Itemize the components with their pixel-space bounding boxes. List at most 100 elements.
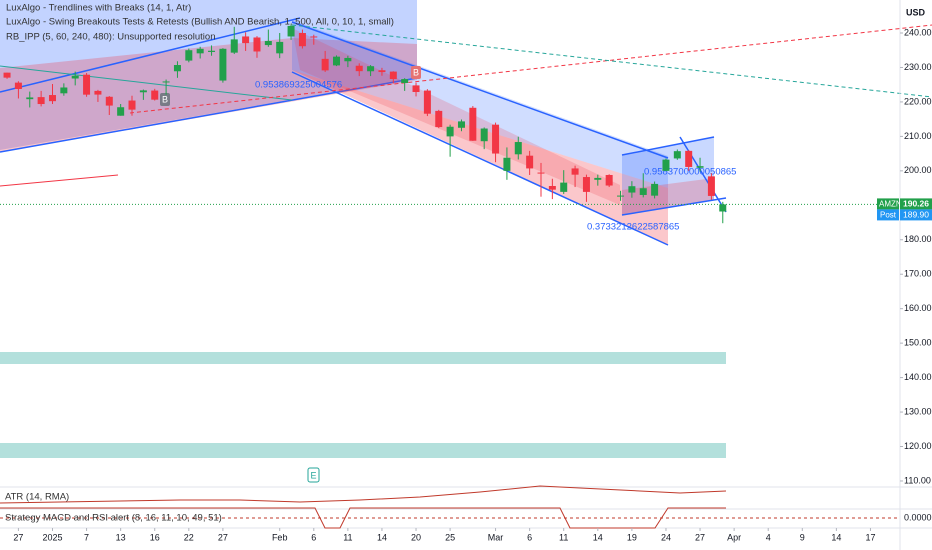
x-tick-label: 6 — [311, 532, 316, 542]
symbol-tag — [877, 198, 899, 210]
y-tick-label: 230.00 — [904, 62, 932, 72]
trendline — [621, 136, 715, 156]
candle-body — [367, 66, 375, 72]
candle-body — [26, 97, 34, 100]
legend-line: RB_IPP (5, 60, 240, 480): Unsupported re… — [6, 32, 215, 43]
x-tick-label: 17 — [865, 532, 875, 542]
post-label: Post — [880, 211, 897, 220]
candle-body — [571, 168, 579, 175]
candle-body — [651, 183, 659, 196]
post-price-tag — [900, 209, 932, 221]
candle-body — [435, 110, 443, 128]
candle-body — [162, 81, 170, 83]
y-tick-label: 170.00 — [904, 269, 932, 279]
x-tick-label: 4 — [766, 532, 771, 542]
candle-body — [696, 166, 704, 168]
x-tick-label: 9 — [800, 532, 805, 542]
candle-body — [355, 65, 363, 72]
candle-body — [457, 121, 465, 128]
candle-body — [537, 172, 545, 174]
trendline — [0, 65, 293, 101]
channel-zone — [622, 178, 714, 215]
symbol-label: AMZN — [879, 200, 902, 209]
marker: E — [310, 470, 316, 480]
candle-body — [333, 56, 341, 66]
x-tick-label: 7 — [84, 532, 89, 542]
candle-body — [503, 157, 511, 171]
y-tick-label: 200.00 — [904, 165, 932, 175]
candle-body — [117, 107, 125, 116]
currency: USD — [906, 7, 926, 17]
candle-body — [446, 126, 454, 137]
marker-box — [411, 66, 421, 79]
candle-body — [412, 85, 420, 93]
x-tick-label: 22 — [184, 532, 194, 542]
candle-body — [60, 87, 68, 94]
candle-body — [173, 65, 181, 72]
candle-body — [287, 25, 295, 37]
candle-body — [344, 57, 352, 62]
post-tag — [877, 209, 899, 221]
annotation: 0.3733212622587865 — [587, 222, 679, 233]
candle-body — [662, 159, 670, 171]
candle-body — [548, 186, 556, 190]
x-tick-label: 27 — [695, 532, 705, 542]
candle-body — [196, 48, 204, 54]
x-tick-label: Feb — [272, 532, 288, 542]
candle-body — [617, 195, 625, 197]
x-tick-label: Mar — [488, 532, 504, 542]
trendline — [0, 17, 301, 93]
candle-body — [582, 177, 590, 192]
marker-box — [160, 93, 170, 106]
trendline — [0, 174, 119, 187]
candle-body — [401, 79, 409, 83]
candle-body — [628, 186, 636, 193]
trendline — [0, 77, 418, 153]
strategy-line — [0, 507, 726, 529]
atr-line — [0, 485, 727, 504]
y-tick-label: 240.00 — [904, 27, 932, 37]
marker: B — [162, 94, 168, 104]
x-tick-label: 2025 — [42, 532, 62, 542]
x-tick-label: 14 — [377, 532, 387, 542]
candle-body — [492, 124, 500, 154]
trendline — [291, 71, 669, 246]
candle-body — [719, 204, 727, 212]
candle-body — [560, 182, 568, 192]
annotation: 0.9583700000050865 — [644, 167, 736, 178]
candle-body — [310, 36, 318, 38]
candle-body — [242, 36, 250, 44]
y-tick-label: 130.00 — [904, 406, 932, 416]
candle-body — [139, 90, 147, 93]
candle-body — [37, 97, 45, 105]
last-price-tag — [900, 198, 932, 210]
trendline — [291, 21, 669, 159]
y-tick-label: 210.00 — [904, 131, 932, 141]
candle-body — [480, 128, 488, 142]
y-tick-label: 120.00 — [904, 441, 932, 451]
candle-body — [276, 41, 284, 54]
candle-body — [230, 39, 238, 53]
y-tick-label: 220.00 — [904, 96, 932, 106]
x-tick-label: 14 — [831, 532, 841, 542]
candle-body — [469, 107, 477, 141]
candle-body — [94, 90, 102, 95]
trendline — [679, 136, 727, 213]
indicator-label: ATR (14, RMA) — [5, 492, 69, 503]
candle-body — [298, 33, 306, 47]
legend-line: LuxAlgo - Swing Breakouts Tests & Retest… — [6, 17, 394, 28]
candle-body — [48, 95, 56, 102]
channel-zone — [292, 28, 620, 205]
y-tick-label: 180.00 — [904, 234, 932, 244]
post-price-label: 189.90 — [903, 210, 929, 220]
x-tick-label: 11 — [343, 532, 352, 542]
candle-body — [378, 70, 386, 73]
y-tick-label: 150.00 — [904, 338, 932, 348]
x-tick-label: 13 — [116, 532, 126, 542]
x-tick-label: 27 — [218, 532, 228, 542]
candle-body — [423, 90, 431, 114]
indicator-label: Strategy MACD and RSI alert (8, 16, 11, … — [5, 513, 222, 524]
candle-body — [321, 58, 329, 71]
x-tick-label: 20 — [411, 532, 421, 542]
